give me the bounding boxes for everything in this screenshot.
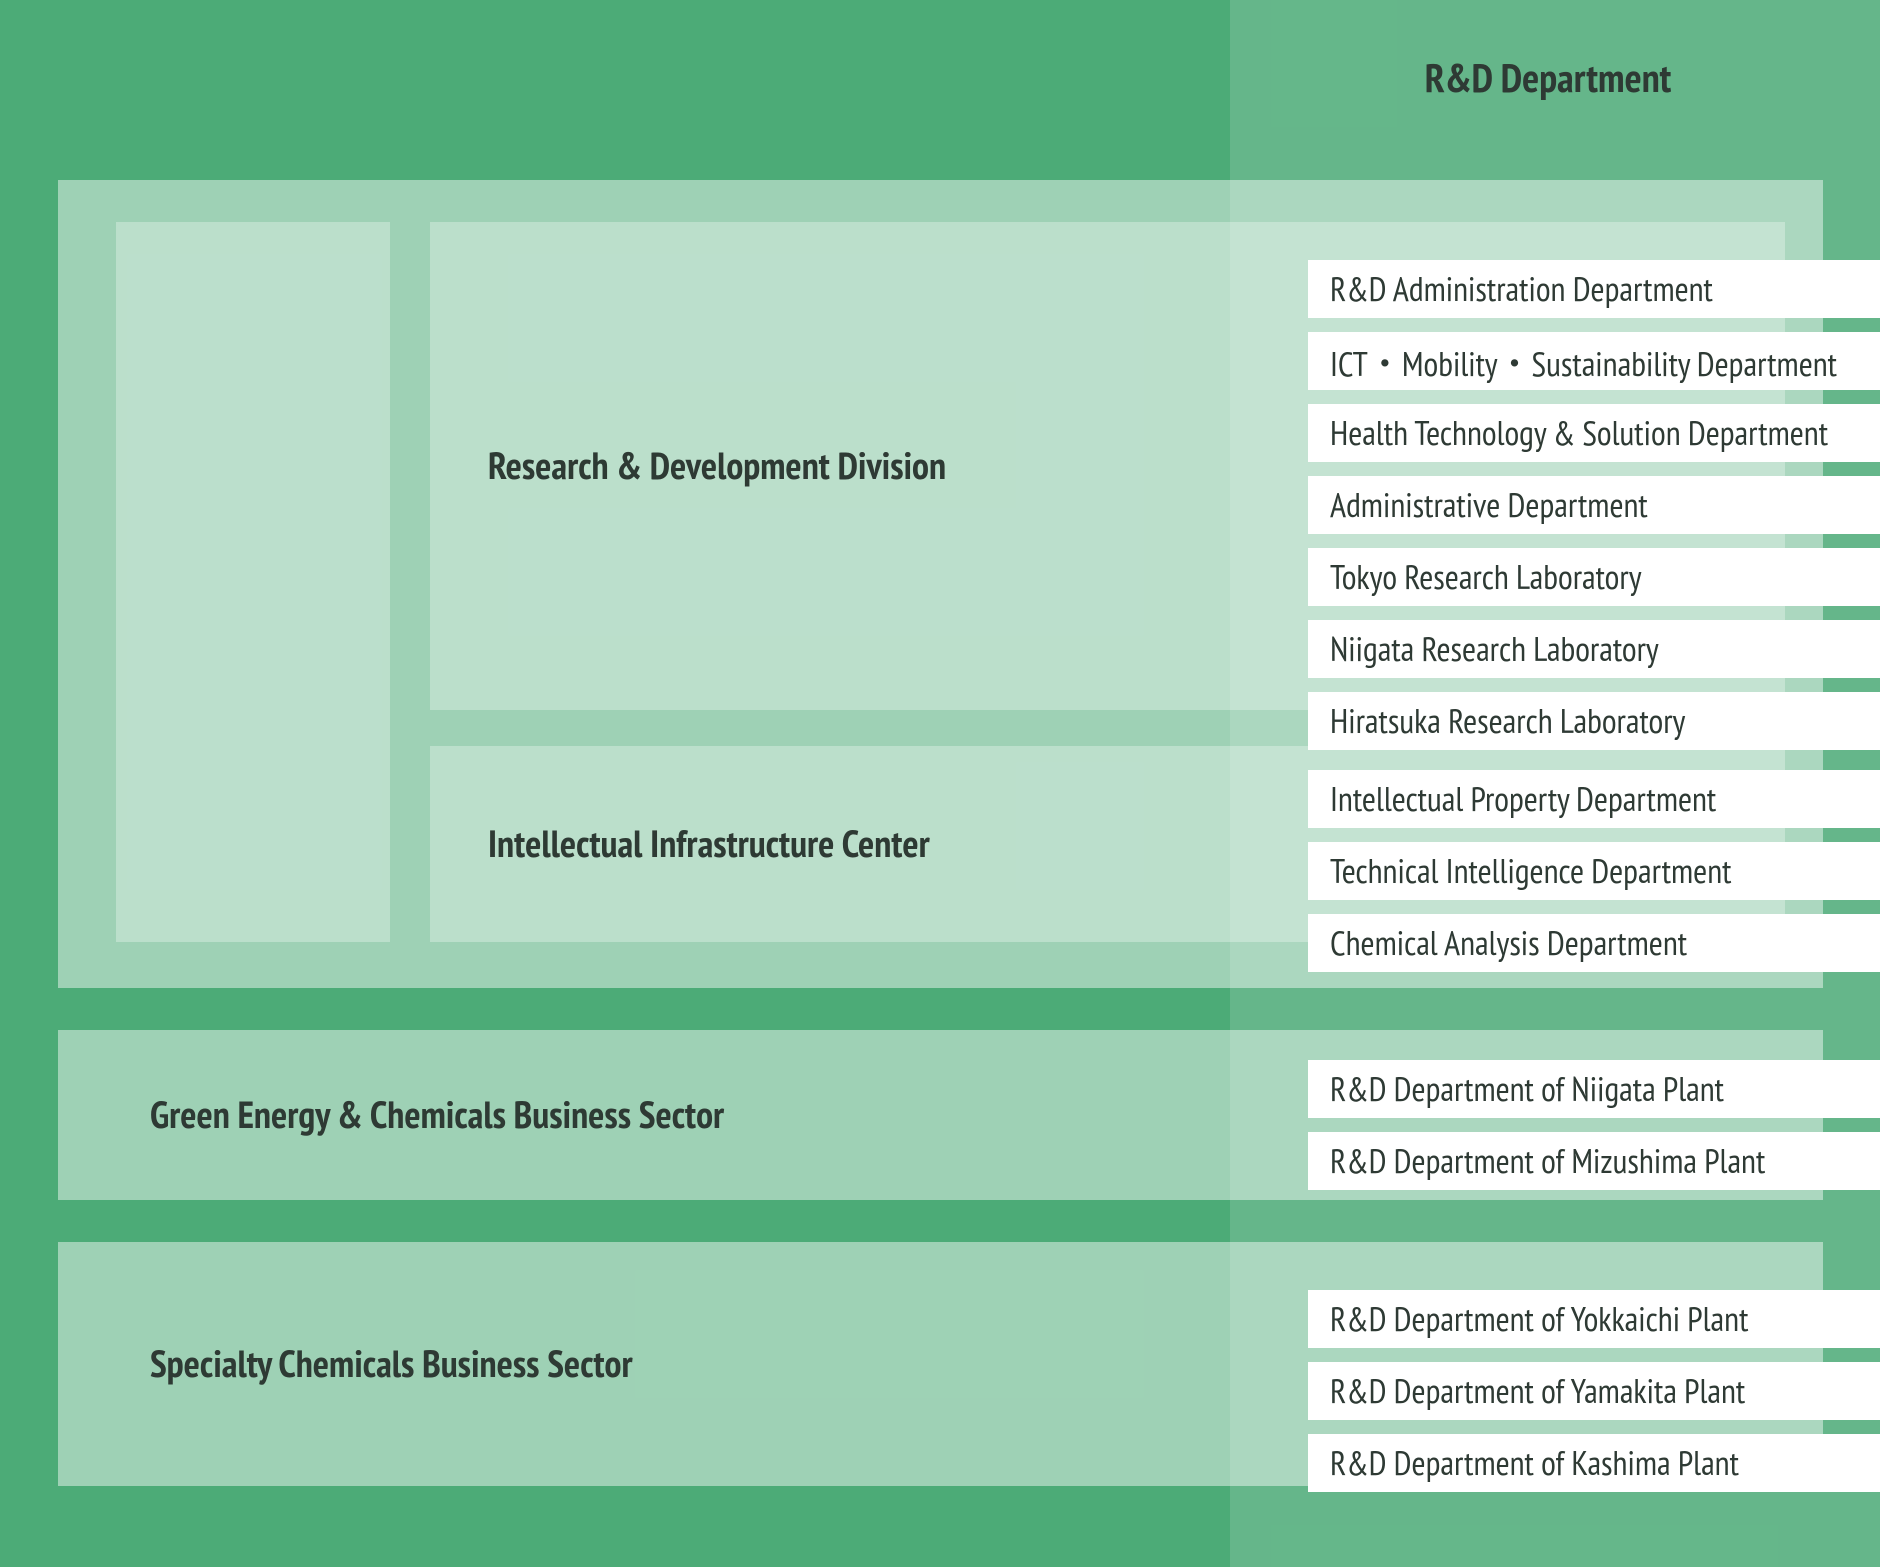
column-header: R&D Department [1425, 52, 1672, 104]
department-box: R&D Administration Department [1308, 260, 1880, 318]
department-box: R&D Department of Yokkaichi Plant [1308, 1290, 1880, 1348]
department-box: R&D Department of Kashima Plant [1308, 1434, 1880, 1492]
research-development-division-label: Research & Development Division [488, 443, 946, 489]
department-box: Health Technology & Solution Department [1308, 404, 1880, 462]
green-energy-sector-label: Green Energy & Chemicals Business Sector [150, 1092, 724, 1138]
department-box: Intellectual Property Department [1308, 770, 1880, 828]
specialty-chem-departments-list: R&D Department of Yokkaichi Plant R&D Dep… [1308, 1290, 1880, 1492]
department-box: Niigata Research Laboratory [1308, 620, 1880, 678]
department-box: Technical Intelligence Department [1308, 842, 1880, 900]
org-chart-canvas: R&D Department Research & Development Di… [0, 0, 1880, 1567]
department-box: Tokyo Research Laboratory [1308, 548, 1880, 606]
department-box: Chemical Analysis Department [1308, 914, 1880, 972]
department-box: R&D Department of Niigata Plant [1308, 1060, 1880, 1118]
specialty-chemicals-sector-label: Specialty Chemicals Business Sector [150, 1341, 633, 1387]
rnd-division-departments-list: R&D Administration Department ICT・Mobilit… [1308, 260, 1880, 750]
department-box: R&D Department of Mizushima Plant [1308, 1132, 1880, 1190]
department-box: R&D Department of Yamakita Plant [1308, 1362, 1880, 1420]
green-energy-departments-list: R&D Department of Niigata Plant R&D Depar… [1308, 1060, 1880, 1190]
department-box: ICT・Mobility・Sustainability Department [1308, 332, 1880, 390]
intellectual-infrastructure-center-label: Intellectual Infrastructure Center [488, 821, 930, 867]
department-box: Administrative Department [1308, 476, 1880, 534]
department-box: Hiratsuka Research Laboratory [1308, 692, 1880, 750]
ii-center-departments-list: Intellectual Property Department Technica… [1308, 770, 1880, 972]
left-spacer-panel [116, 222, 390, 942]
